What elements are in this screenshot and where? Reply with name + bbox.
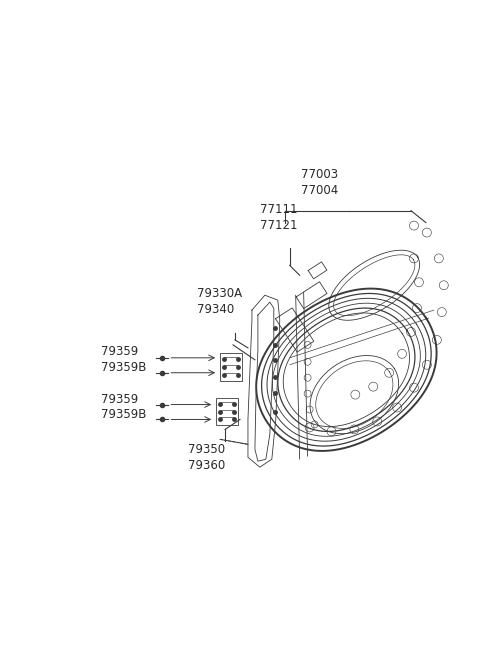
Text: 79330A
79340: 79330A 79340 (197, 287, 242, 316)
Text: 79359B: 79359B (101, 362, 146, 374)
Text: 77003
77004: 77003 77004 (301, 168, 338, 196)
Text: 79350
79360: 79350 79360 (188, 443, 226, 472)
Text: 79359: 79359 (101, 393, 138, 406)
Text: 79359: 79359 (101, 345, 138, 358)
Text: 79359B: 79359B (101, 408, 146, 421)
Text: 77111
77121: 77111 77121 (260, 202, 298, 232)
